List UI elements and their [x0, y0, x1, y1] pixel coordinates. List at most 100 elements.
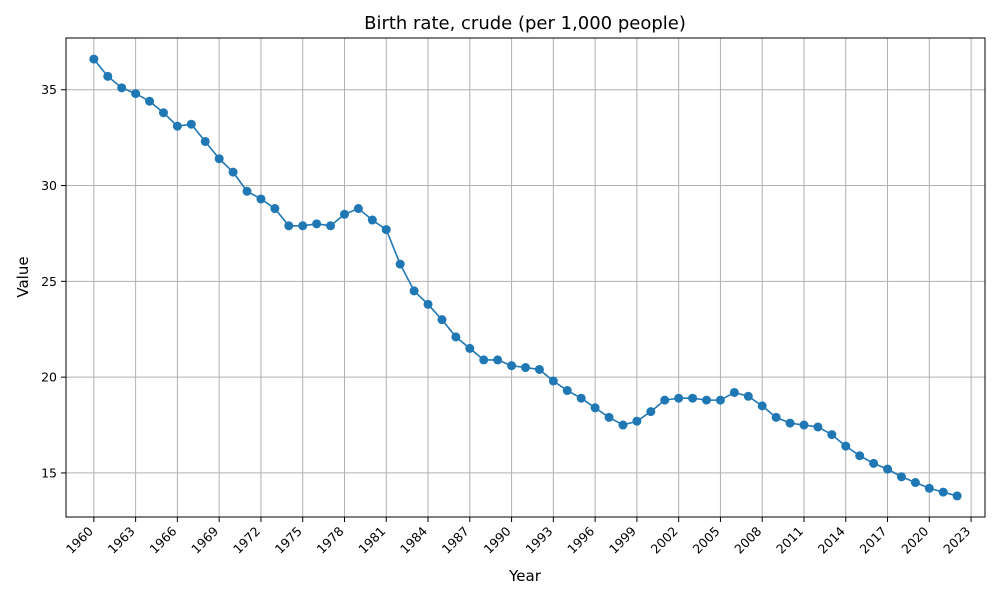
- y-tick-label: 20: [41, 370, 57, 385]
- data-point: [200, 136, 210, 146]
- y-axis-ticks: 15 20 25 30 35: [41, 82, 66, 480]
- data-point: [312, 219, 322, 229]
- data-point: [437, 315, 447, 325]
- data-point: [576, 393, 586, 403]
- data-point: [715, 395, 725, 405]
- data-point: [660, 395, 670, 405]
- data-point: [813, 422, 823, 432]
- x-tick-label: 2020: [898, 523, 931, 556]
- data-point: [938, 487, 948, 497]
- data-point: [186, 119, 196, 129]
- data-point: [89, 54, 99, 64]
- x-tick-label: 1981: [355, 524, 388, 557]
- data-point: [590, 403, 600, 413]
- data-point: [743, 391, 753, 401]
- data-point: [534, 364, 544, 374]
- grid-lines: [66, 38, 985, 517]
- y-tick-label: 25: [41, 274, 57, 289]
- data-point: [729, 387, 739, 397]
- data-point: [228, 167, 238, 177]
- data-point: [799, 420, 809, 430]
- data-point: [131, 89, 141, 99]
- x-tick-label: 1963: [105, 524, 138, 557]
- data-point: [242, 186, 252, 196]
- data-point: [674, 393, 684, 403]
- data-point: [423, 299, 433, 309]
- data-point: [646, 407, 656, 417]
- y-tick-label: 30: [41, 178, 57, 193]
- data-point: [256, 194, 266, 204]
- data-point: [841, 441, 851, 451]
- data-point: [326, 221, 336, 231]
- x-tick-label: 1978: [314, 523, 347, 556]
- data-point: [465, 343, 475, 353]
- data-point: [284, 221, 294, 231]
- x-tick-label: 1996: [564, 523, 597, 556]
- data-point: [604, 412, 614, 422]
- y-tick-label: 35: [41, 82, 57, 97]
- y-axis-label: Value: [14, 256, 32, 297]
- data-point: [771, 412, 781, 422]
- chart-title: Birth rate, crude (per 1,000 people): [364, 13, 686, 34]
- x-tick-label: 2014: [815, 523, 848, 556]
- data-point: [869, 458, 879, 468]
- x-tick-label: 1966: [146, 523, 179, 556]
- data-point: [158, 108, 168, 118]
- x-tick-label: 1993: [522, 524, 555, 557]
- x-tick-label: 1990: [481, 523, 514, 556]
- data-point: [896, 472, 906, 482]
- data-point: [381, 225, 391, 235]
- data-point: [451, 332, 461, 342]
- y-tick-label: 15: [41, 465, 57, 480]
- data-point: [924, 483, 934, 493]
- x-tick-label: 2017: [857, 524, 890, 557]
- x-tick-label: 1999: [606, 523, 639, 556]
- data-point: [353, 204, 363, 214]
- x-axis-label: Year: [508, 567, 542, 585]
- data-point: [339, 209, 349, 219]
- data-point: [632, 416, 642, 426]
- x-tick-label: 1987: [439, 524, 472, 557]
- data-point: [145, 96, 155, 106]
- series-layer: [89, 54, 962, 501]
- x-tick-label: 1975: [272, 524, 305, 557]
- data-point: [785, 418, 795, 428]
- data-point: [952, 491, 962, 501]
- data-point: [270, 204, 280, 214]
- x-tick-label: 1972: [230, 524, 263, 557]
- data-point: [618, 420, 628, 430]
- data-point: [367, 215, 377, 225]
- data-point: [548, 376, 558, 386]
- data-point: [298, 221, 308, 231]
- x-tick-label: 2011: [773, 524, 806, 557]
- data-point: [855, 451, 865, 461]
- x-tick-label: 2023: [940, 524, 973, 557]
- data-point: [910, 478, 920, 488]
- data-point: [493, 355, 503, 365]
- data-point: [409, 286, 419, 296]
- data-point: [395, 259, 405, 269]
- x-tick-label: 1960: [63, 523, 96, 556]
- x-tick-label: 2008: [731, 523, 764, 556]
- data-point: [702, 395, 712, 405]
- data-point: [562, 386, 572, 396]
- data-point: [827, 430, 837, 440]
- data-point: [103, 71, 113, 81]
- x-tick-label: 2005: [689, 524, 722, 557]
- x-tick-label: 2002: [648, 524, 681, 557]
- plot-area-frame: [65, 37, 986, 518]
- data-point: [479, 355, 489, 365]
- series-line: [93, 58, 958, 497]
- data-point: [521, 363, 530, 373]
- x-tick-label: 1969: [188, 523, 221, 556]
- data-point: [883, 464, 893, 474]
- x-axis-ticks: 1960 1963 1966 1969 1972 1975 1978 1981 1984 1987…: [63, 517, 973, 557]
- data-point: [507, 361, 517, 371]
- data-point: [117, 83, 127, 93]
- x-tick-label: 1984: [397, 523, 430, 556]
- data-point: [757, 401, 767, 411]
- data-point: [214, 154, 224, 164]
- data-point: [688, 393, 698, 403]
- data-point: [172, 121, 182, 131]
